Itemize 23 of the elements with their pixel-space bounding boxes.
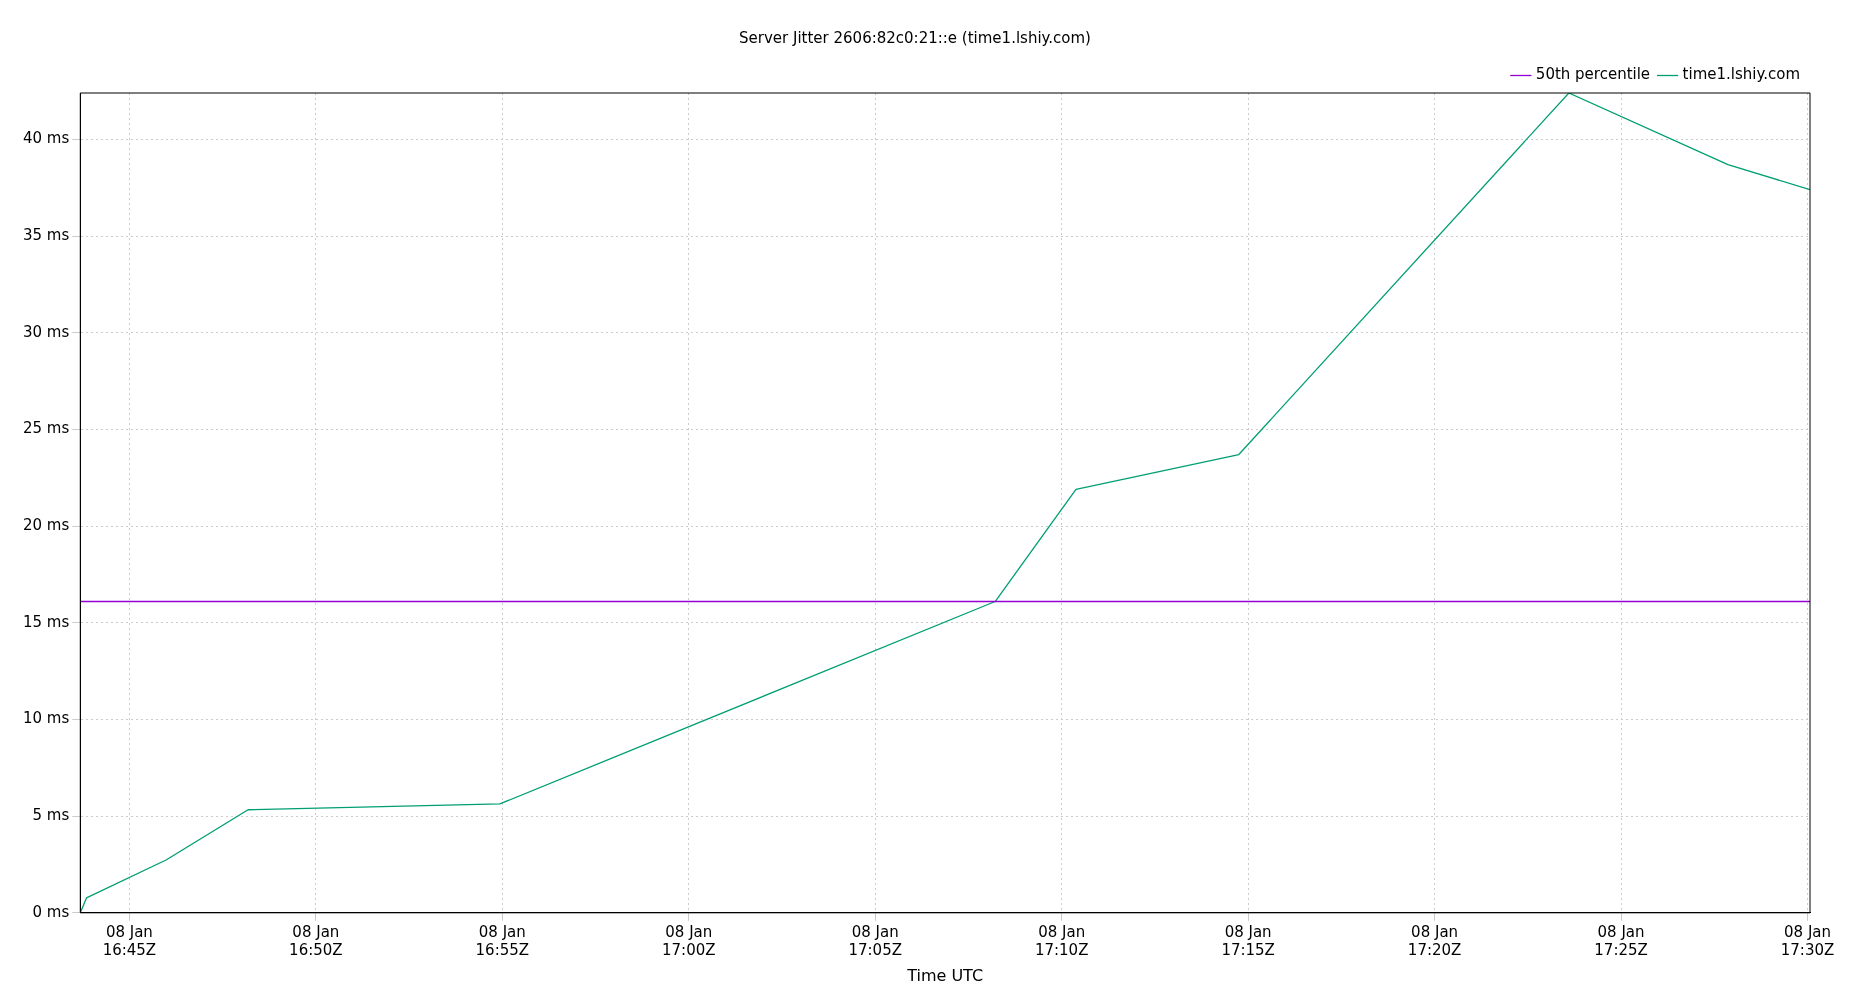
x-tick-label: 08 Jan 17:25Z bbox=[1594, 922, 1648, 959]
y-tick-label: 25 ms bbox=[22, 419, 70, 438]
y-tick-label: 0 ms bbox=[32, 902, 70, 921]
chart-title: Server Jitter 2606:82c0:21::e (time1.lshiy.com) bbox=[739, 28, 1091, 47]
y-tick-label: 30 ms bbox=[22, 322, 70, 341]
x-tick-label: 08 Jan 17:30Z bbox=[1780, 922, 1835, 959]
x-axis-title: Time UTC bbox=[906, 965, 984, 985]
x-tick-label: 08 Jan 16:45Z bbox=[102, 922, 157, 959]
x-tick-label: 08 Jan 17:20Z bbox=[1407, 922, 1462, 959]
y-tick-label: 5 ms bbox=[32, 806, 70, 825]
legend-label: 50th percentile bbox=[1535, 65, 1651, 84]
x-tick-label: 08 Jan 16:50Z bbox=[289, 922, 343, 959]
x-tick-label: 08 Jan 17:10Z bbox=[1034, 922, 1089, 959]
y-tick-label: 15 ms bbox=[22, 612, 70, 631]
y-tick-label: 35 ms bbox=[22, 225, 70, 244]
legend-label: time1.lshiy.com bbox=[1682, 65, 1801, 84]
y-tick-label: 20 ms bbox=[22, 515, 70, 534]
x-tick-label: 08 Jan 17:15Z bbox=[1221, 922, 1275, 959]
y-tick-label: 10 ms bbox=[22, 709, 70, 728]
y-tick-label: 40 ms bbox=[22, 129, 70, 148]
x-tick-label: 08 Jan 16:55Z bbox=[475, 922, 530, 959]
x-tick-label: 08 Jan 17:00Z bbox=[662, 922, 716, 959]
x-tick-label: 08 Jan 17:05Z bbox=[848, 922, 902, 959]
